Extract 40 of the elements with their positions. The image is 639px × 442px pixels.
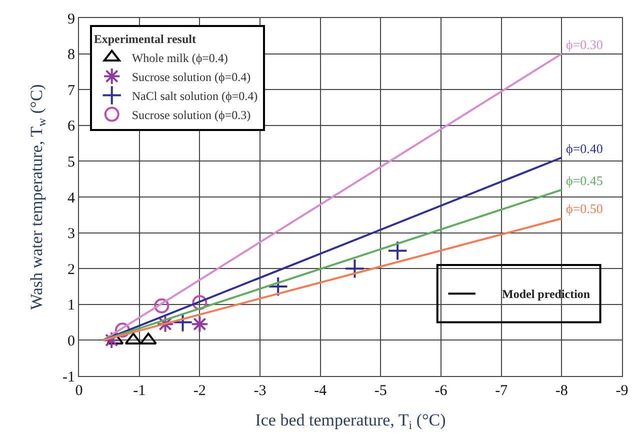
y-tick-label: 9 xyxy=(68,11,75,28)
point xyxy=(344,258,365,279)
y-tick-label: 3 xyxy=(68,226,75,242)
legend-label: Whole milk (ϕ=0.4) xyxy=(132,50,228,65)
x-tick-label: -9 xyxy=(616,383,628,399)
y-tick-label: 5 xyxy=(68,154,75,170)
point xyxy=(190,315,208,333)
x-tick-label: -4 xyxy=(314,383,328,399)
x-tick-label: -3 xyxy=(254,383,266,399)
legend-label: NaCl salt solution (ϕ=0.4) xyxy=(132,88,258,103)
point xyxy=(114,322,130,338)
point xyxy=(102,331,120,349)
point xyxy=(172,312,193,332)
series-label: ϕ=0.30 xyxy=(566,37,603,52)
y-tick-label: 8 xyxy=(68,47,75,64)
series-label: ϕ=0.45 xyxy=(566,173,603,188)
point xyxy=(192,295,208,310)
x-tick-label: -1 xyxy=(133,383,146,399)
x-tick-label: -8 xyxy=(555,383,568,399)
point xyxy=(387,240,408,261)
series-label: ϕ=0.40 xyxy=(566,141,603,156)
x-axis-title: Ice bed temperature, T$_{i}$ (°C) xyxy=(255,410,446,432)
y-tick-label: 2 xyxy=(68,262,75,278)
y-tick-label: 6 xyxy=(68,118,76,135)
x-tick-label: -7 xyxy=(495,383,508,399)
x-tick-label: -6 xyxy=(434,383,448,399)
legend-label: Sucrose solution (ϕ=0.3) xyxy=(132,108,251,122)
y-tick-label: 0 xyxy=(68,333,75,350)
x-tick-label: -5 xyxy=(374,383,387,399)
point xyxy=(268,276,288,297)
series-label: ϕ=0.50 xyxy=(566,201,603,216)
point xyxy=(156,315,174,333)
y-tick-label: -1 xyxy=(62,369,75,386)
legend-title: Experimental result xyxy=(94,32,196,46)
legend-label: Sucrose solution (ϕ=0.4) xyxy=(132,70,251,84)
x-tick-label: -2 xyxy=(193,383,206,399)
y-tick-label: 7 xyxy=(68,82,76,99)
point xyxy=(154,298,170,314)
y-tick-label: 1 xyxy=(68,298,75,314)
y-tick-label: 4 xyxy=(68,190,76,206)
